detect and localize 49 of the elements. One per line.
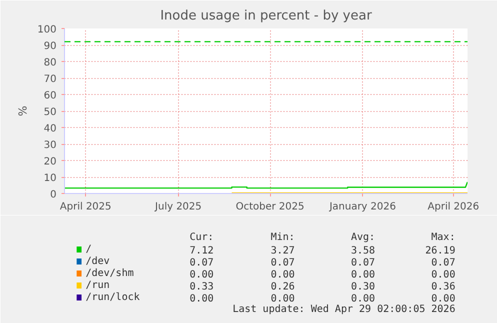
legend-label: /run (86, 280, 110, 291)
x-tick-label: January 2026 (328, 202, 396, 212)
y-tick-label: 60 (44, 90, 57, 102)
y-axis-title: % (16, 106, 30, 116)
y-tick-label: 40 (44, 124, 57, 134)
y-tick-label: 70 (44, 74, 57, 85)
text: 0.26 (270, 282, 295, 292)
text: Last update: Wed Apr 29 02:00:05 2026 (232, 304, 456, 315)
y-tick-label: 90 (44, 41, 57, 52)
text: 7.12 (190, 246, 214, 256)
x-tick-label: July 2025 (154, 202, 202, 212)
text: 3.58 (350, 246, 376, 256)
text: 0.07 (190, 258, 214, 268)
y-tick-label: 50 (44, 107, 57, 118)
line-series (64, 181, 468, 189)
text: 0.00 (350, 270, 376, 280)
legend-label: /dev (86, 256, 110, 267)
text: 0.00 (431, 270, 456, 280)
text: Max: (431, 232, 456, 243)
y-tick-label: 100 (37, 24, 57, 36)
y-tick-label: 30 (44, 140, 57, 151)
text: 26.19 (425, 246, 456, 256)
y-tick-label: 20 (44, 156, 57, 168)
y-tick-label: 10 (44, 173, 57, 184)
chart-title: Inode usage in percent - by year (160, 8, 372, 24)
legend-label: / (86, 244, 92, 255)
text: 0.07 (431, 258, 456, 268)
y-tick-label: 80 (44, 58, 57, 68)
text: Min: (270, 232, 295, 243)
text: 3.27 (270, 246, 295, 256)
legend-label: /dev/shm (86, 268, 134, 279)
text: 0.07 (350, 258, 376, 268)
text: 0.00 (190, 270, 214, 280)
text: 0.00 (350, 294, 376, 304)
text: 0.07 (270, 258, 295, 268)
text: 0.00 (270, 270, 295, 280)
text: 0.33 (190, 282, 214, 292)
y-tick-label: 0 (50, 190, 57, 200)
x-tick-label: April 2026 (428, 202, 480, 212)
text: 0.30 (350, 282, 376, 292)
legend-label: /run/lock (86, 292, 140, 303)
text: Cur: (190, 232, 214, 243)
text: 0.00 (431, 294, 456, 304)
x-tick-label: April 2025 (60, 202, 112, 212)
text: 0.36 (431, 282, 456, 292)
text: 0.00 (190, 294, 214, 304)
text: Avg: (350, 232, 376, 243)
text: 0.00 (270, 294, 295, 304)
x-tick-label: October 2025 (236, 202, 304, 212)
